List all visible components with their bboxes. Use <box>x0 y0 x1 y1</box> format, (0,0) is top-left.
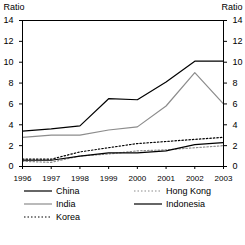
svg-text:1998: 1998 <box>71 174 89 183</box>
svg-text:4: 4 <box>233 120 238 130</box>
html-text:China: China <box>56 185 80 196</box>
html-text:India: India <box>56 198 76 209</box>
svg-text:2: 2 <box>8 141 13 151</box>
svg-text:14: 14 <box>3 15 13 25</box>
html-text:Indonesia: Indonesia <box>166 198 205 209</box>
svg-text:2002: 2002 <box>186 174 204 183</box>
html-text:Hong Kong: Hong Kong <box>166 185 211 196</box>
svg-text:12: 12 <box>233 36 243 46</box>
svg-text:Ratio: Ratio <box>4 2 25 12</box>
svg-text:12: 12 <box>3 36 13 46</box>
svg-text:1999: 1999 <box>100 174 118 183</box>
svg-text:10: 10 <box>233 57 243 67</box>
svg-text:4: 4 <box>8 120 13 130</box>
svg-text:6: 6 <box>8 99 13 109</box>
svg-text:0: 0 <box>8 161 13 171</box>
svg-text:8: 8 <box>233 78 238 88</box>
svg-text:14: 14 <box>233 15 243 25</box>
svg-text:2000: 2000 <box>128 174 146 183</box>
svg-text:0: 0 <box>233 161 238 171</box>
svg-text:6: 6 <box>233 99 238 109</box>
svg-text:Ratio: Ratio <box>221 2 242 12</box>
svg-text:8: 8 <box>8 78 13 88</box>
svg-text:2003: 2003 <box>215 174 233 183</box>
html-text:Korea: Korea <box>56 211 80 222</box>
svg-text:1996: 1996 <box>14 174 32 183</box>
svg-text:2: 2 <box>233 141 238 151</box>
svg-text:10: 10 <box>3 57 13 67</box>
svg-text:1997: 1997 <box>42 174 60 183</box>
svg-text:2001: 2001 <box>157 174 175 183</box>
